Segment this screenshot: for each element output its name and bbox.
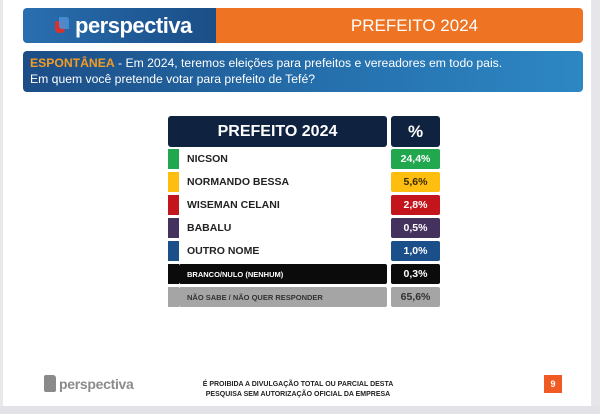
percent-value: 65,6% [391,287,440,307]
slide-title: PREFEITO 2024 [216,8,583,43]
color-swatch [168,218,179,238]
footer-logo: perspectiva [44,375,134,392]
window-edge [592,0,600,414]
color-swatch [168,149,179,169]
table-row: WISEMAN CELANI 2,8% [168,195,440,215]
candidate-name: NICSON [187,153,228,165]
percent-value: 24,4% [391,149,440,169]
percent-value: 1,0% [391,241,440,261]
logo-text: perspectiva [75,12,192,38]
disclaimer-line-2: PESQUISA SEM AUTORIZAÇÃO OFICIAL DA EMPR… [205,391,391,398]
color-swatch [168,241,179,261]
percent-value: 0,5% [391,218,440,238]
window-edge-bottom [0,406,600,414]
color-swatch [168,264,179,284]
candidate-name: NORMANDO BESSA [187,176,290,188]
color-swatch [168,195,179,215]
footer-logo-mark-icon [44,375,56,392]
candidate-name: OUTRO NOME [187,245,260,257]
table-body: NICSON 24,4% NORMANDO BESSA 5,6% WISEMAN CEL… [168,149,440,307]
percent-value: 0,3% [391,264,440,284]
color-swatch [168,172,179,192]
disclaimer: É PROIBIDA A DIVULGAÇÃO TOTAL OU PARCIAL… [183,380,413,400]
question-tag: ESPONTÂNEA [30,56,115,70]
header-percent: % [391,116,440,147]
table-row: BABALU 0,5% [168,218,440,238]
results-table: PREFEITO 2024 % NICSON 24,4% NORMANDO BESS… [168,116,440,307]
disclaimer-line-1: É PROIBIDA A DIVULGAÇÃO TOTAL OU PARCIAL… [202,381,394,388]
candidate-name: BRANCO/NULO (NENHUM) [179,264,387,284]
table-row: NICSON 24,4% [168,149,440,169]
candidate-name: WISEMAN CELANI [187,199,280,211]
header-candidate: PREFEITO 2024 [168,116,387,147]
candidate-name: BABALU [187,222,232,234]
question-line-1: ESPONTÂNEA - Em 2024, teremos eleições p… [30,56,576,72]
percent-value: 5,6% [391,172,440,192]
color-swatch [168,287,179,307]
table-row: NÃO SABE / NÃO QUER RESPONDER 65,6% [168,287,440,307]
table-row: OUTRO NOME 1,0% [168,241,440,261]
candidate-name: NÃO SABE / NÃO QUER RESPONDER [179,287,387,307]
question-box: ESPONTÂNEA - Em 2024, teremos eleições p… [23,51,583,92]
question-line-2: Em quem você pretende votar para prefeit… [30,71,316,86]
header-bar: perspectiva PREFEITO 2024 [23,8,583,43]
slide: perspectiva PREFEITO 2024 ESPONTÂNEA - E… [3,0,591,406]
brand-logo: perspectiva [23,8,216,43]
footer-logo-text: perspectiva [59,375,134,392]
percent-value: 2,8% [391,195,440,215]
table-header: PREFEITO 2024 % [168,116,440,147]
table-row: NORMANDO BESSA 5,6% [168,172,440,192]
logo-mark-icon [55,16,71,35]
page-number: 9 [544,375,562,393]
table-row: BRANCO/NULO (NENHUM) 0,3% [168,264,440,284]
question-text: - Em 2024, teremos eleições para prefeit… [114,56,503,70]
